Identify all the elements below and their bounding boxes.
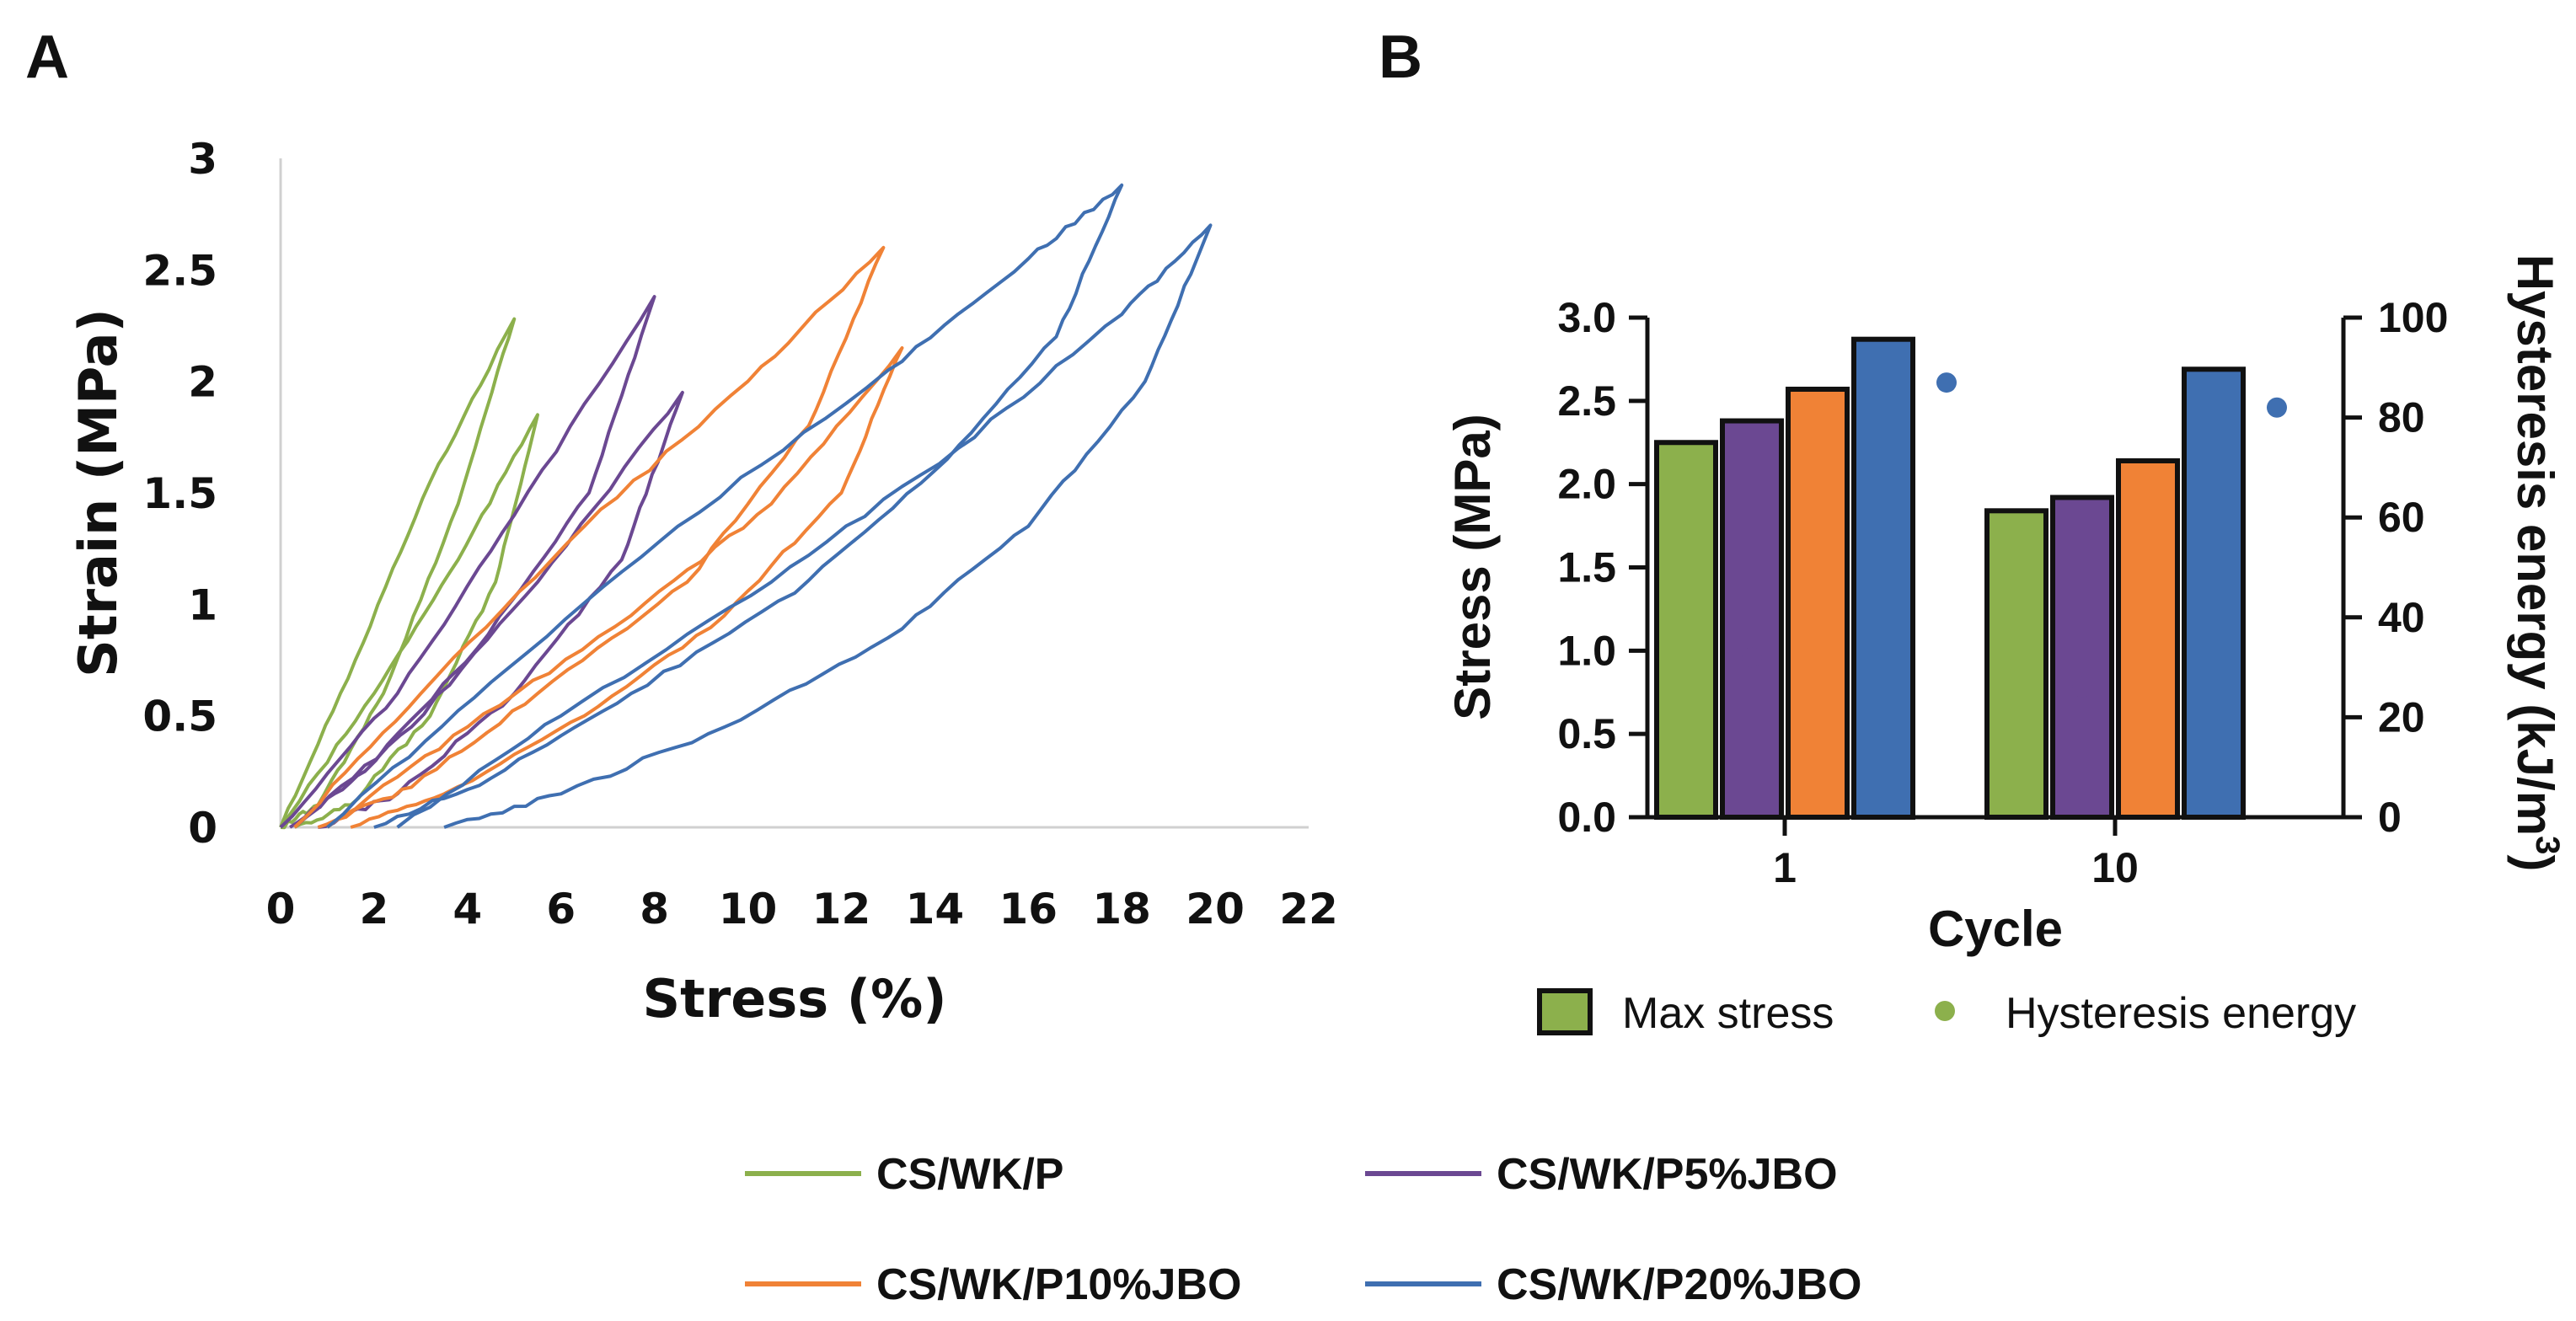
chart-b-x-tick: 10 [2091, 844, 2139, 891]
chart-b-hysteresis-dot [1936, 372, 1957, 393]
chart-a-x-tick: 20 [1186, 885, 1245, 933]
chart-b-y2-tick: 0 [2378, 794, 2402, 841]
chart-b: 0.0 0.5 1.0 1.5 2.0 2.5 3.0 0 20 40 60 80 100 1 10 C… [1444, 254, 2566, 1038]
panel-b-label: B [1379, 24, 1422, 91]
chart-b-y2-ticks: 0 20 40 60 80 100 [2343, 294, 2448, 841]
chart-b-bar [2116, 457, 2180, 820]
chart-a-y-tick: 2.5 [142, 246, 217, 295]
chart-b-x-ticks: 1 10 [1773, 817, 2139, 891]
chart-b-bar [1984, 508, 2048, 820]
chart-b-x-tick: 1 [1773, 844, 1797, 891]
chart-b-bar [2182, 366, 2246, 820]
chart-b-y2-tick: 60 [2378, 494, 2425, 541]
chart-b-bars [1654, 336, 2246, 820]
legend-label-cs-wk-p20: CS/WK/P20%JBO [1497, 1260, 1861, 1309]
legend-label-cs-wk-p: CS/WK/P [876, 1150, 1063, 1199]
chart-b-y2-tick: 20 [2378, 693, 2425, 741]
chart-a-series [279, 183, 1213, 830]
legend-dot-label: Hysteresis energy [2006, 989, 2356, 1038]
chart-b-x-label: Cycle [1928, 901, 2063, 957]
chart-a-x-ticks: 0 2 4 6 8 10 12 14 16 18 20 22 [266, 885, 1338, 933]
chart-b-bar [1654, 440, 1718, 820]
legend-bar-label: Max stress [1622, 989, 1834, 1038]
chart-b-y2-tick: 40 [2378, 594, 2425, 641]
chart-b-bar [1786, 386, 1850, 820]
chart-a-y-tick: 3 [188, 135, 217, 184]
chart-a: 0 2 4 6 8 10 12 14 16 18 20 22 0 0.5 1 1.5 2 2.5 3 Stress… [67, 135, 1338, 1030]
chart-a-line-2-1 [326, 346, 904, 829]
chart-a-line-1-1 [293, 390, 684, 829]
chart-b-legend: Max stress Hysteresis energy [1537, 988, 2356, 1038]
chart-a-y-tick: 1 [188, 580, 217, 629]
chart-b-y2-tick: 80 [2378, 394, 2425, 441]
legend-bar-swatch [1537, 988, 1593, 1035]
legend-dot-swatch [1935, 1001, 1955, 1021]
chart-a-x-tick: 16 [999, 885, 1058, 933]
chart-b-hysteresis-dot [1742, 647, 1762, 668]
chart-a-y-tick: 1.5 [142, 469, 217, 518]
panel-a-label: A [25, 24, 69, 91]
chart-b-y-tick: 3.0 [1557, 294, 1616, 341]
chart-a-y-ticks: 0 0.5 1 1.5 2 2.5 3 [142, 135, 217, 853]
chart-a-x-tick: 12 [812, 885, 871, 933]
chart-a-y-tick: 2 [188, 358, 217, 407]
chart-b-hysteresis-dot [2072, 677, 2092, 698]
chart-a-x-label: Stress (%) [642, 968, 946, 1030]
chart-a-x-tick: 8 [640, 885, 669, 933]
chart-a-y-tick: 0 [188, 804, 217, 853]
chart-b-hysteresis-points [1676, 372, 2287, 748]
chart-b-bar [1720, 418, 1784, 820]
chart-a-line-3-1 [396, 223, 1213, 829]
chart-a-x-tick: 0 [266, 885, 296, 933]
series-legend: CS/WK/P CS/WK/P5%JBO CS/WK/P10%JBO CS/WK… [745, 1150, 1861, 1309]
legend-label-cs-wk-p5: CS/WK/P5%JBO [1497, 1150, 1838, 1199]
chart-a-line-2-0 [293, 245, 886, 829]
chart-a-x-tick: 14 [906, 885, 965, 933]
chart-b-hysteresis-dot [1676, 712, 1696, 733]
chart-a-x-tick: 10 [719, 885, 778, 933]
legend-label-cs-wk-p10: CS/WK/P10%JBO [876, 1260, 1241, 1309]
chart-b-bar [2050, 495, 2114, 820]
chart-a-x-tick: 6 [546, 885, 576, 933]
chart-b-hysteresis-dot [2267, 397, 2287, 418]
chart-b-y-tick: 0.0 [1557, 794, 1616, 841]
chart-b-y-label: Stress (MPa) [1444, 414, 1501, 719]
chart-b-bar [1851, 336, 1915, 820]
chart-b-y2-label: Hysteresis energy (kJ/m3) [2507, 254, 2566, 872]
chart-a-x-tick: 22 [1279, 885, 1338, 933]
chart-a-x-tick: 4 [453, 885, 482, 933]
chart-a-y-tick: 0.5 [142, 693, 217, 741]
chart-a-y-label: Strain (MPa) [67, 308, 129, 677]
chart-b-y-tick: 0.5 [1557, 710, 1616, 757]
chart-a-x-tick: 2 [360, 885, 389, 933]
chart-a-x-tick: 18 [1092, 885, 1151, 933]
chart-b-y-ticks: 0.0 0.5 1.0 1.5 2.0 2.5 3.0 [1557, 294, 1647, 841]
chart-a-line-3-0 [326, 183, 1124, 829]
chart-b-y2-tick: 100 [2378, 294, 2448, 341]
chart-b-y-tick: 2.5 [1557, 377, 1616, 425]
chart-b-hysteresis-dot [2006, 727, 2027, 748]
chart-b-y-tick: 1.5 [1557, 544, 1616, 591]
chart-b-y-tick: 1.0 [1557, 627, 1616, 674]
chart-b-y-tick: 2.0 [1557, 461, 1616, 508]
chart-a-line-0-0 [279, 317, 517, 830]
